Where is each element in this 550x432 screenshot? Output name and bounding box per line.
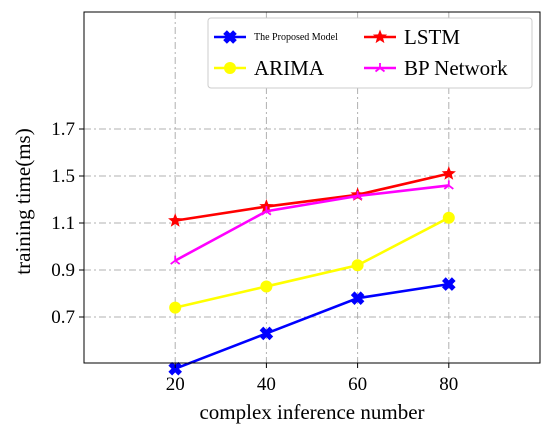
series-0-point-2 [350, 291, 365, 305]
series-2-point-0 [169, 301, 182, 314]
series-0 [168, 277, 456, 376]
series-1-point-3 [441, 166, 456, 180]
series-line-1 [175, 172, 450, 222]
series-2-point-3 [442, 211, 455, 224]
y-tick-label-2: 1.1 [51, 213, 75, 234]
y-axis-label: training time(ms) [11, 128, 35, 274]
series-3-point-1 [261, 206, 272, 216]
series-3-point-2 [352, 190, 363, 201]
legend-marker-0 [223, 30, 237, 44]
series-1-point-0 [168, 213, 183, 227]
series-0-point-3 [442, 277, 456, 291]
plot-frame [83, 11, 541, 364]
ticks: 20 40 60 80 0.7 0.9 1.1 1.5 1.7 [51, 119, 458, 395]
x-tick-label-3: 80 [439, 374, 458, 395]
series-line-2 [174, 216, 450, 309]
x-tick-label-2: 60 [348, 374, 367, 395]
series-2-point-1 [260, 280, 273, 293]
legend-entry-0: The Proposed Model [214, 30, 338, 44]
legend-label-2: ARIMA [254, 56, 325, 80]
x-axis-label: complex inference number [199, 400, 424, 424]
series-2 [169, 211, 455, 314]
series-3-point-3 [443, 180, 454, 190]
x-tick-label-0: 20 [166, 374, 185, 395]
legend-box [207, 17, 533, 89]
y-tick-label-1: 0.9 [51, 260, 75, 281]
legend: The Proposed Model LSTM ARIMA BP Network [207, 17, 533, 89]
legend-marker-1 [372, 29, 388, 44]
legend-label-0: The Proposed Model [254, 32, 338, 43]
series-0-point-1 [259, 326, 274, 341]
series-layer [168, 166, 456, 376]
series-1 [168, 166, 456, 227]
legend-marker-2 [224, 62, 236, 74]
series-3 [170, 180, 454, 265]
legend-entry-1: LSTM [364, 25, 460, 49]
series-3-point-0 [170, 255, 181, 265]
y-tick-label-0: 0.7 [51, 307, 75, 328]
legend-label-3: BP Network [404, 56, 508, 80]
series-0-point-0 [168, 361, 182, 376]
y-tick-label-4: 1.7 [51, 119, 75, 140]
series-2-point-2 [351, 259, 364, 272]
series-line-3 [174, 184, 449, 262]
x-tick-label-1: 40 [257, 374, 276, 395]
legend-entry-2: ARIMA [214, 56, 325, 80]
legend-label-1: LSTM [404, 25, 460, 49]
series-1-point-1 [259, 199, 274, 213]
legend-marker-3 [374, 63, 386, 73]
legend-entry-3: BP Network [364, 56, 508, 80]
series-line-0 [174, 282, 449, 370]
y-tick-label-3: 1.5 [51, 166, 75, 187]
